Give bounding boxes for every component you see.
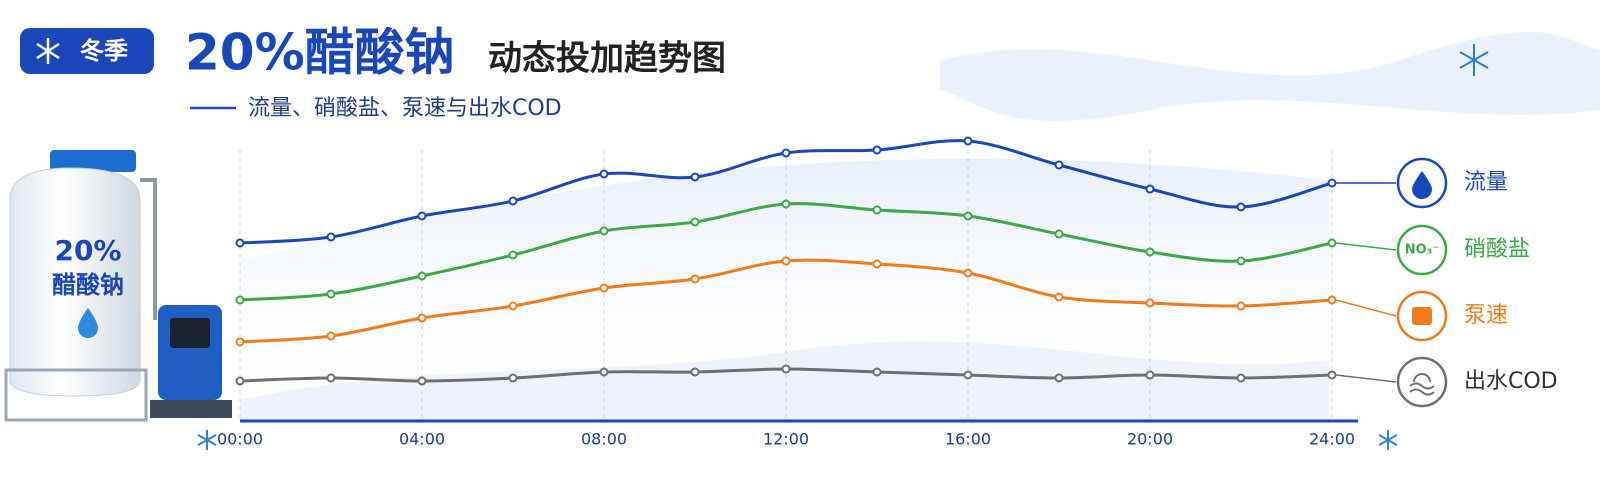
point-marker [326, 289, 336, 299]
legend-icon-ring [1396, 224, 1448, 276]
point-marker [690, 217, 700, 227]
axis-snowflake [197, 44, 1489, 450]
legend-label: 硝酸盐 [1464, 237, 1530, 262]
legend-icon-drop [1412, 171, 1432, 199]
point-marker [690, 367, 700, 377]
point-marker [508, 196, 518, 206]
point-marker [417, 376, 427, 386]
legend-connector [1335, 242, 1397, 251]
legend-item: 出水COD [1396, 356, 1558, 408]
legend-icon-text: NO₃⁻ [1405, 243, 1440, 258]
badge-text: 冬季 [80, 37, 128, 65]
subtitle: 动态投加趋势图 [488, 39, 726, 79]
point-marker [599, 367, 609, 377]
point-marker [872, 145, 882, 155]
point-marker [508, 301, 518, 311]
legend-label: 泵速 [1464, 303, 1508, 328]
point-marker [1327, 370, 1337, 380]
tank-label: 醋酸钠 [52, 271, 124, 299]
point-marker [235, 337, 245, 347]
point-marker [1327, 178, 1337, 188]
legend-icon-wave [1409, 373, 1435, 396]
point-marker [599, 283, 609, 293]
point-marker [1327, 295, 1337, 305]
pump-screen [170, 318, 210, 348]
point-marker [1054, 229, 1064, 239]
point-marker [1054, 292, 1064, 302]
tank-stand [4, 368, 148, 422]
x-tick-label: 04:00 [399, 430, 445, 449]
legend-icon-pump [1412, 307, 1432, 325]
tank-drop [78, 308, 98, 338]
point-marker [781, 199, 791, 209]
point-marker [599, 226, 609, 236]
x-tick-label: 24:00 [1309, 430, 1355, 449]
point-marker [781, 256, 791, 266]
legend-icon-ring [1396, 356, 1448, 408]
legend-item: 流量 [1396, 157, 1508, 209]
point-marker [417, 211, 427, 221]
legend-connector [1335, 374, 1397, 383]
point-marker [235, 376, 245, 386]
point-marker [326, 331, 336, 341]
point-marker [417, 313, 427, 323]
legend-label: 出水COD [1464, 369, 1558, 394]
legend-item: 泵速 [1396, 290, 1508, 342]
title: 20%醋酸钠 [185, 24, 455, 82]
caption: 流量、硝酸盐、泵速与出水COD [248, 96, 562, 121]
x-tick-label: 08:00 [581, 430, 627, 449]
point-marker [417, 271, 427, 281]
point-marker [781, 148, 791, 158]
tank [9, 167, 141, 397]
tank-percent: 20% [54, 234, 121, 267]
point-marker [599, 169, 609, 179]
point-marker [963, 211, 973, 221]
tank-cap [50, 150, 136, 172]
point-marker [1145, 298, 1155, 308]
x-tick-label: 00:00 [217, 430, 263, 449]
point-marker [1236, 202, 1246, 212]
point-marker [1145, 247, 1155, 257]
point-marker [872, 367, 882, 377]
badge-snowflake [36, 38, 60, 64]
point-marker [1145, 370, 1155, 380]
point-marker [326, 373, 336, 383]
legend-item: NO₃⁻ 硝酸盐 [1396, 224, 1530, 276]
legend-label: 流量 [1464, 170, 1508, 195]
point-marker [235, 238, 245, 248]
season-badge [20, 28, 154, 74]
point-marker [1236, 373, 1246, 383]
x-tick-label: 20:00 [1127, 430, 1173, 449]
point-marker [508, 373, 518, 383]
legend-connector [1335, 299, 1397, 317]
x-tick-label: 16:00 [945, 430, 991, 449]
point-marker [508, 250, 518, 260]
point-marker [1145, 184, 1155, 194]
point-marker [326, 232, 336, 242]
point-marker [235, 295, 245, 305]
point-marker [690, 172, 700, 182]
point-marker [690, 274, 700, 284]
point-marker [872, 259, 882, 269]
snow-wave [940, 31, 1600, 121]
point-marker [963, 370, 973, 380]
point-marker [1054, 373, 1064, 383]
pump-base [150, 400, 232, 418]
point-marker [1236, 301, 1246, 311]
point-marker [963, 136, 973, 146]
snow-hill [240, 341, 1330, 420]
x-tick-label: 12:00 [763, 430, 809, 449]
point-marker [872, 205, 882, 215]
pipe [140, 178, 157, 320]
point-marker [1327, 238, 1337, 248]
point-marker [1054, 160, 1064, 170]
point-marker [1236, 256, 1246, 266]
point-marker [963, 268, 973, 278]
point-marker [781, 364, 791, 374]
